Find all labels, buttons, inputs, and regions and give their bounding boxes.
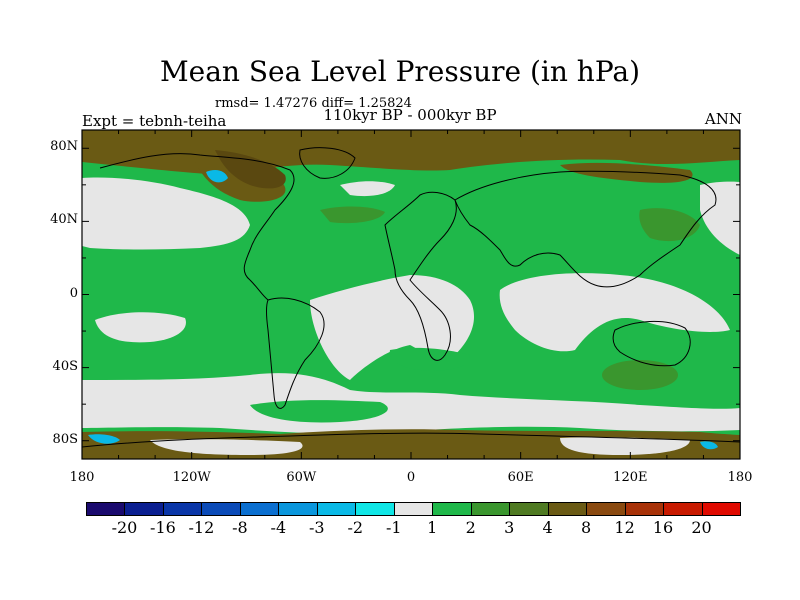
- colorbar-swatch: [624, 502, 665, 516]
- lat-label: 80N: [50, 139, 78, 155]
- colorbar-label: 4: [542, 518, 553, 537]
- colorbar-swatch: [432, 502, 472, 516]
- colorbar-swatch: [509, 502, 549, 516]
- colorbar-swatch: [86, 502, 126, 516]
- lon-label: 60E: [507, 470, 534, 485]
- lon-label: 120W: [172, 470, 211, 485]
- experiment-label: Expt = tebnh-teiha: [82, 112, 227, 130]
- field-antarctic-neutral-2: [560, 437, 690, 455]
- colorbar-label: 16: [652, 518, 674, 537]
- field-canada-high: [215, 150, 286, 189]
- lon-label: 60W: [286, 470, 317, 485]
- field-south-indian-high: [602, 360, 678, 390]
- lon-label: 0: [406, 470, 416, 485]
- field-npacific-neutral: [82, 177, 250, 250]
- season-label: ANN: [704, 110, 742, 128]
- colorbar-swatch: [547, 502, 588, 516]
- field-antarctic-neutral: [150, 439, 303, 455]
- colorbar-label: -3: [309, 518, 325, 537]
- colorbar-label: -8: [232, 518, 248, 537]
- field-southern-green-2: [389, 347, 470, 371]
- colorbar-label: 20: [691, 518, 712, 537]
- coastline-greenland: [299, 147, 356, 179]
- lon-label: 180: [727, 470, 753, 485]
- field-natlantic-neutral: [340, 181, 395, 197]
- field-hudson-low: [206, 170, 228, 183]
- colorbar-swatch: [201, 502, 241, 516]
- axis-ticks: [81, 130, 741, 459]
- colorbar-swatch: [124, 502, 164, 516]
- colorbar-label: 1: [427, 518, 438, 537]
- colorbar-label: -16: [150, 518, 176, 537]
- colorbar-label: -1: [385, 518, 402, 537]
- colorbar-swatch: [586, 502, 626, 516]
- map-title: Mean Sea Level Pressure (in hPa): [159, 55, 641, 88]
- field-antarctic-low-2: [700, 441, 718, 450]
- coastline-australia: [612, 320, 691, 367]
- lat-label: 80S: [52, 431, 78, 447]
- colorbar-swatch: [663, 502, 703, 516]
- colorbar-label: -12: [188, 518, 215, 537]
- lat-label: 0: [69, 285, 78, 301]
- field-spacific-neutral: [95, 312, 186, 343]
- colorbar-label: 2: [465, 518, 476, 537]
- colorbar-swatch: [278, 502, 318, 516]
- map-fields: [82, 130, 740, 459]
- colorbar-label: -2: [347, 518, 364, 537]
- colorbar-swatch: [239, 502, 280, 516]
- colorbar-label: -4: [270, 518, 287, 537]
- colorbar-swatch: [355, 502, 395, 516]
- rmsd-diff-stats: rmsd= 1.47276 diff= 1.25824: [215, 96, 412, 111]
- colorbar-swatch: [316, 502, 357, 516]
- lon-label: 180: [69, 470, 95, 485]
- coastlines: [81, 147, 741, 448]
- colorbar-label: 12: [614, 518, 635, 537]
- coastline-eurasia: [454, 170, 717, 288]
- coastline-south-america: [266, 297, 325, 409]
- lon-label: 120E: [613, 470, 648, 485]
- field-southern-neutral: [82, 373, 740, 434]
- lat-label: 40S: [52, 358, 78, 374]
- field-siberia-high: [560, 162, 693, 183]
- lat-label: 40N: [50, 212, 78, 228]
- field-atlantic-green-patch: [320, 206, 385, 224]
- coastline-antarctica: [81, 432, 741, 448]
- colorbar-swatch: [393, 502, 434, 516]
- period-label: 110kyr BP - 000kyr BP: [323, 106, 497, 124]
- colorbar-label: -20: [111, 518, 138, 537]
- field-eastasia-high: [639, 208, 700, 242]
- colorbar-swatch: [701, 502, 741, 516]
- colorbar-swatch: [162, 502, 203, 516]
- field-antarctic-low: [88, 434, 120, 444]
- field-npacific-neutral-2: [700, 181, 740, 255]
- coastline-europe-africa: [384, 191, 457, 361]
- colorbar-label: 8: [581, 518, 592, 537]
- field-indopacific-neutral: [499, 273, 730, 352]
- coastline-north-america: [99, 153, 295, 301]
- colorbar-label: 3: [504, 518, 515, 537]
- colorbar-swatch: [470, 502, 511, 516]
